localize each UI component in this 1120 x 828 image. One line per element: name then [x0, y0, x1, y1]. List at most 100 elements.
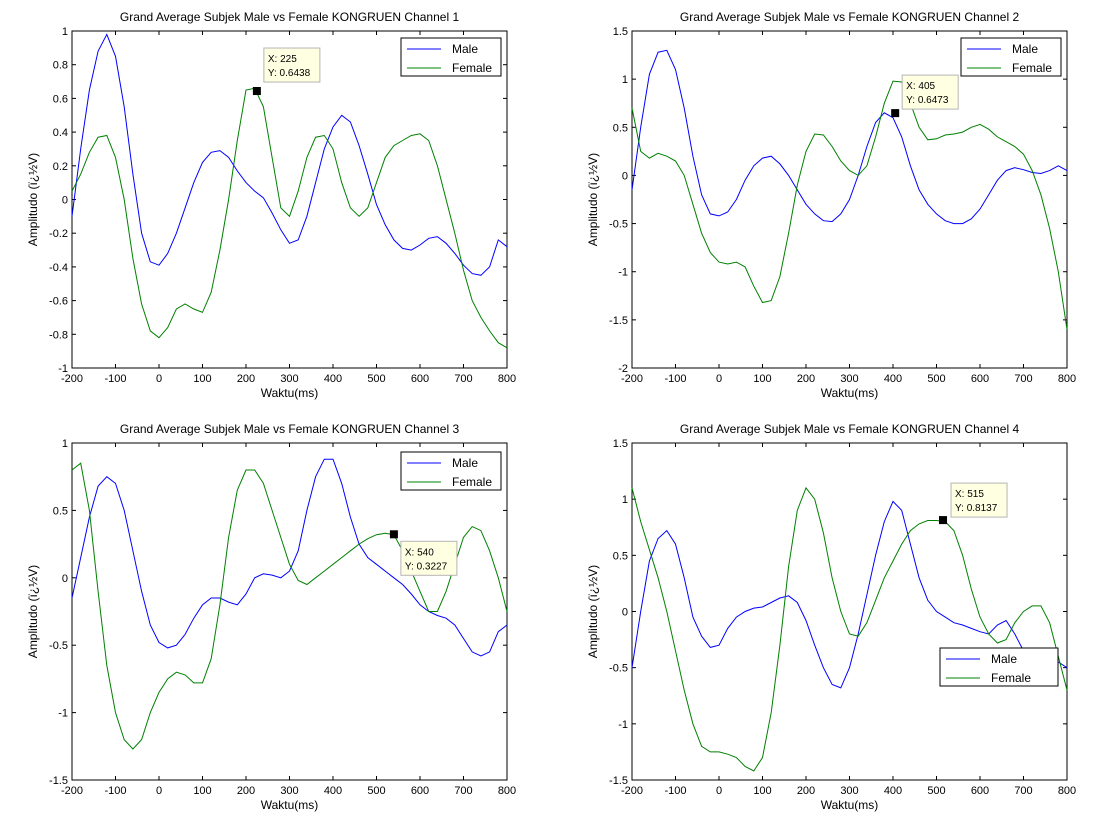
y-tick-label: -0.5: [49, 640, 68, 652]
y-axis-label: Amplitudo (ï¿½V): [26, 565, 40, 658]
y-tick-label: -2: [618, 363, 628, 375]
datatip-marker[interactable]: [252, 87, 261, 96]
x-tick-label: 200: [237, 373, 255, 385]
y-axis-label: Amplitudo (ï¿½V): [586, 153, 600, 246]
legend-label-female: Female: [452, 61, 492, 75]
y-tick-label: 0.5: [613, 550, 628, 562]
datatip-box: [263, 47, 321, 83]
legend[interactable]: Male Female: [960, 37, 1062, 77]
y-tick-label: 1: [62, 26, 68, 38]
datatip-y-label: Y: 0.8137: [955, 503, 998, 514]
x-tick-label: 400: [884, 373, 902, 385]
y-axis-label: Amplitudo (ï¿½V): [586, 565, 600, 658]
x-tick-label: -100: [104, 785, 126, 797]
chart-title: Grand Average Subjek Male vs Female KONG…: [120, 422, 460, 436]
y-axis-label: Amplitudo (ï¿½V): [26, 153, 40, 246]
x-tick-label: 300: [280, 373, 298, 385]
series-line-female: [71, 87, 508, 349]
legend-label-male: Male: [991, 652, 1017, 666]
x-tick-label: 600: [411, 373, 429, 385]
plot-area: [71, 442, 508, 781]
y-tick-label: 0: [62, 573, 68, 585]
x-tick-label: 600: [971, 785, 989, 797]
datatip-marker[interactable]: [939, 516, 948, 525]
legend-box: [400, 451, 502, 491]
y-tick-label: 0.8: [53, 60, 68, 72]
x-tick-label: 0: [156, 785, 162, 797]
x-tick-label: 400: [324, 785, 342, 797]
y-tick-label: 1: [622, 74, 628, 86]
y-tick-label: -1.5: [49, 775, 68, 787]
chart-panel-1: -200 -100 0 100 200 300 400 500 600 700 800 -1 -0.8 -…: [26, 10, 516, 400]
x-tick-label: -100: [104, 373, 126, 385]
legend-label-female: Female: [452, 475, 492, 489]
x-tick-label: 100: [193, 373, 211, 385]
x-tick-label: 800: [498, 785, 516, 797]
y-tick-label: -0.2: [49, 228, 68, 240]
y-tick-label: -0.5: [609, 663, 628, 675]
datatip-marker[interactable]: [891, 109, 900, 118]
x-tick-label: 700: [454, 785, 472, 797]
x-tick-label: 800: [1058, 373, 1076, 385]
y-tick-label: 1: [622, 494, 628, 506]
series-line-male: [631, 49, 1068, 225]
x-tick-label: 800: [498, 373, 516, 385]
x-tick-label: 200: [237, 785, 255, 797]
datatip[interactable]: X: 405 Y: 0.6473: [891, 74, 959, 118]
x-tick-label: 0: [716, 373, 722, 385]
y-tick-label: -1: [58, 363, 68, 375]
x-tick-label: 500: [927, 785, 945, 797]
datatip-y-label: Y: 0.3227: [405, 561, 448, 572]
legend-label-female: Female: [1012, 61, 1052, 75]
x-tick-label: 800: [1058, 785, 1076, 797]
datatip-marker[interactable]: [389, 530, 398, 539]
legend[interactable]: Male Female: [400, 451, 502, 491]
y-tick-label: 1: [62, 438, 68, 450]
series-line-female: [631, 486, 1068, 772]
chart-title: Grand Average Subjek Male vs Female KONG…: [680, 10, 1020, 24]
y-tick-label: -0.4: [49, 262, 68, 274]
y-tick-label: -0.5: [609, 219, 628, 231]
x-tick-label: 500: [367, 373, 385, 385]
y-tick-label: 1.5: [613, 26, 628, 38]
y-tick-label: 0.5: [53, 505, 68, 517]
x-tick-label: -100: [664, 373, 686, 385]
x-axis-label: Waktu(ms): [821, 386, 879, 400]
datatip-box: [950, 482, 1008, 518]
legend-label-male: Male: [452, 42, 478, 56]
datatip[interactable]: X: 515 Y: 0.8137: [939, 482, 1008, 525]
chart-panel-2: -200 -100 0 100 200 300 400 500 600 700 800 -2 -1.5 -…: [586, 10, 1076, 400]
datatip-x-label: X: 405: [906, 81, 935, 92]
datatip[interactable]: X: 225 Y: 0.6438: [252, 47, 321, 96]
series-line-male: [71, 33, 508, 276]
y-tick-label: 0.5: [613, 122, 628, 134]
x-tick-label: 100: [753, 373, 771, 385]
x-tick-label: 400: [324, 373, 342, 385]
legend[interactable]: Male Female: [400, 37, 502, 77]
legend-box: [939, 647, 1059, 687]
x-tick-label: 100: [193, 785, 211, 797]
x-tick-label: 700: [454, 373, 472, 385]
x-tick-label: -200: [61, 785, 83, 797]
x-tick-label: -200: [61, 373, 83, 385]
legend[interactable]: Male Female: [939, 647, 1059, 687]
y-tick-label: 0.4: [53, 127, 68, 139]
y-tick-label: 0.2: [53, 161, 68, 173]
y-tick-label: 0: [622, 170, 628, 182]
y-tick-label: 1.5: [613, 438, 628, 450]
chart-panel-4: -200 -100 0 100 200 300 400 500 600 700 800 -1.5 -1 -…: [586, 422, 1076, 812]
x-tick-label: 500: [367, 785, 385, 797]
legend-box: [960, 37, 1062, 77]
y-tick-label: -1: [618, 267, 628, 279]
x-tick-label: 300: [280, 785, 298, 797]
series-line-male: [71, 458, 508, 657]
x-tick-label: -100: [664, 785, 686, 797]
y-tick-label: 0: [622, 607, 628, 619]
x-tick-label: 200: [797, 373, 815, 385]
y-tick-label: -0.6: [49, 296, 68, 308]
y-tick-label: -0.8: [49, 329, 68, 341]
x-tick-label: 0: [716, 785, 722, 797]
datatip[interactable]: X: 540 Y: 0.3227: [389, 530, 458, 576]
legend-label-female: Female: [991, 671, 1031, 685]
